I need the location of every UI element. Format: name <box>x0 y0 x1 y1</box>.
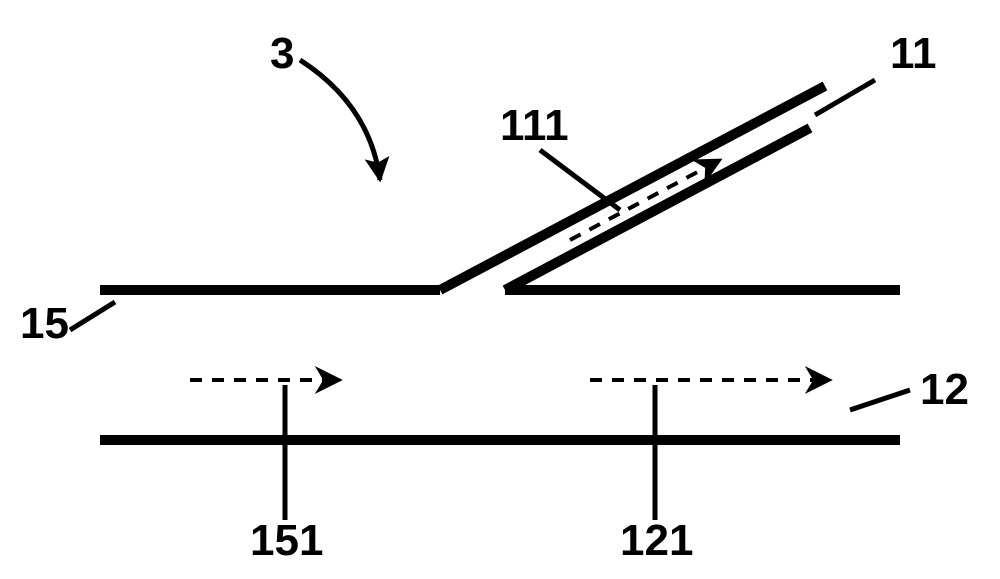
branch-inner-line <box>505 128 810 290</box>
leader-15 <box>70 302 115 330</box>
label-11: 11 <box>890 29 937 78</box>
label-111: 111 <box>500 101 569 150</box>
label-12: 12 <box>920 365 969 414</box>
leader-12 <box>850 390 910 410</box>
label-15: 15 <box>20 299 69 348</box>
flow-arrow-branch <box>570 160 720 240</box>
leader-3-curve <box>300 60 380 180</box>
leader-111 <box>540 150 620 210</box>
label-3: 3 <box>270 29 294 78</box>
label-121: 121 <box>620 516 693 565</box>
label-151: 151 <box>250 516 323 565</box>
branch-outer-line <box>440 86 825 290</box>
